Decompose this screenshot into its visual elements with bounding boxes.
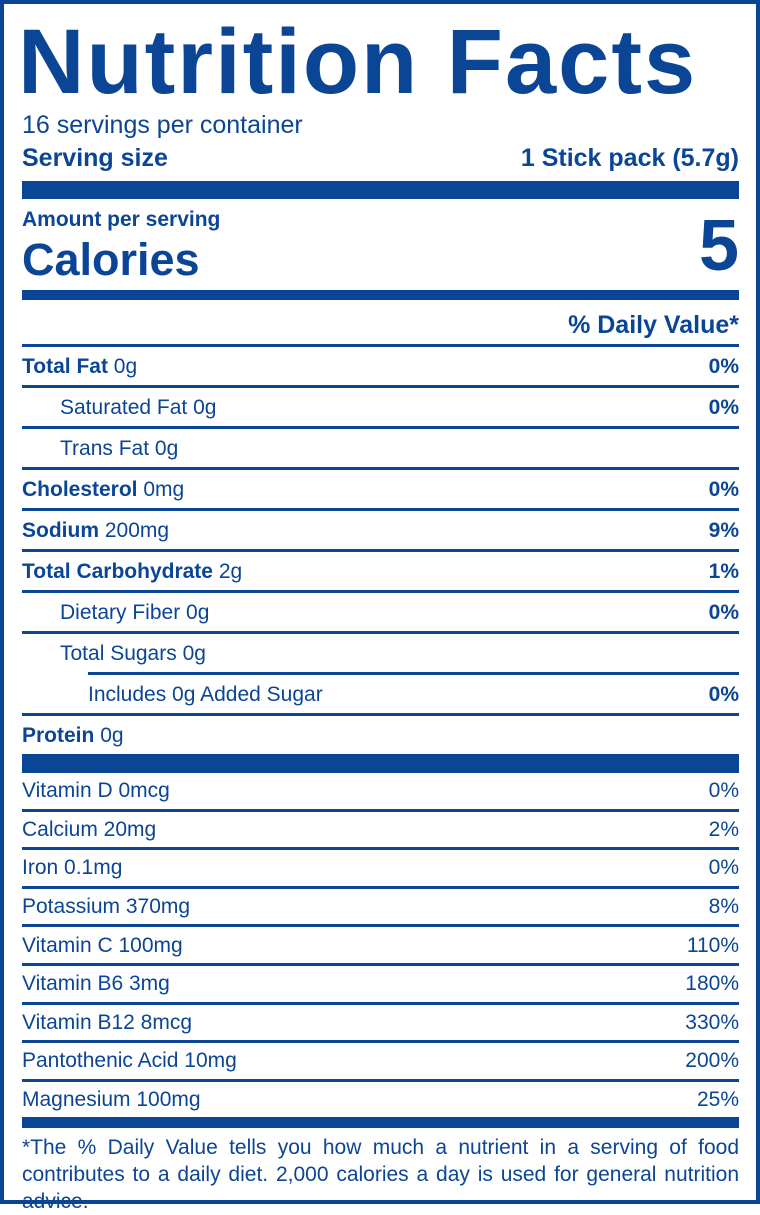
nutrient-dv: 0% — [708, 600, 739, 624]
vitamin-text: Vitamin C 100mg — [22, 933, 183, 957]
daily-value-header: % Daily Value* — [22, 300, 739, 347]
nutrient-dv: 0% — [708, 395, 739, 419]
nutrient-dv: 0% — [708, 477, 739, 501]
calories-value: 5 — [698, 206, 739, 286]
nutrient-name: Total Carbohydrate — [22, 559, 213, 583]
nutrient-row-total-fat: Total Fat 0g 0% — [22, 347, 739, 388]
vitamin-dv: 0% — [708, 856, 739, 880]
nutrient-row-added-sugar: Includes 0g Added Sugar 0% — [22, 675, 739, 716]
added-sugar-divider — [88, 672, 739, 675]
nutrient-name: Dietary Fiber — [60, 600, 181, 624]
serving-size-row: Serving size 1 Stick pack (5.7g) — [22, 146, 739, 171]
vitamin-text: Vitamin D 0mcg — [22, 779, 170, 803]
nutrient-dv: 0% — [708, 354, 739, 378]
vitamin-text: Potassium 370mg — [22, 895, 191, 919]
medium-divider — [22, 290, 739, 300]
serving-size-value: 1 Stick pack (5.7g) — [520, 144, 739, 172]
vitamin-row: Vitamin D 0mcg 0% — [22, 773, 739, 812]
nutrient-amount: 0mg — [143, 477, 185, 501]
nutrient-name: Cholesterol — [22, 477, 138, 501]
nutrient-dv: 9% — [708, 518, 739, 542]
nutrient-row-dietary-fiber: Dietary Fiber 0g 0% — [22, 593, 739, 634]
vitamin-text: Vitamin B6 3mg — [22, 972, 170, 996]
nutrient-name: Trans Fat — [60, 436, 150, 460]
calories-label: Calories — [22, 234, 200, 285]
vitamin-dv: 2% — [708, 817, 739, 841]
nutrient-row-protein: Protein 0g — [22, 716, 739, 754]
nutrient-name: Sodium — [22, 518, 99, 542]
footnote-divider — [22, 1117, 739, 1129]
nutrient-amount: 200mg — [104, 518, 170, 542]
vitamin-dv: 200% — [685, 1049, 739, 1073]
nutrient-amount: 0g — [113, 354, 138, 378]
vitamin-text: Pantothenic Acid 10mg — [22, 1049, 237, 1073]
thick-divider-vitamins — [22, 754, 739, 773]
daily-value-footnote: *The % Daily Value tells you how much a … — [22, 1136, 739, 1214]
vitamin-dv: 0% — [708, 779, 739, 803]
vitamin-dv: 110% — [686, 933, 739, 957]
nutrient-amount: 0g — [193, 395, 217, 419]
thick-divider — [22, 181, 739, 199]
nutrient-row-sodium: Sodium 200mg 9% — [22, 511, 739, 552]
nutrient-name: Protein — [22, 723, 95, 747]
amount-per-serving: Amount per serving — [22, 208, 221, 231]
vitamin-row: Vitamin C 100mg 110% — [22, 927, 739, 966]
label-title: Nutrition Facts — [18, 11, 698, 113]
nutrient-name: Total Sugars — [60, 641, 177, 665]
nutrient-dv: 0% — [708, 682, 739, 706]
nutrient-row-total-carbohydrate: Total Carbohydrate 2g 1% — [22, 552, 739, 593]
vitamin-row: Potassium 370mg 8% — [22, 889, 739, 928]
vitamin-text: Calcium 20mg — [22, 817, 157, 841]
vitamin-row: Calcium 20mg 2% — [22, 812, 739, 851]
nutrient-row-cholesterol: Cholesterol 0mg 0% — [22, 470, 739, 511]
vitamin-text: Magnesium 100mg — [22, 1088, 201, 1112]
nutrient-name: Includes 0g Added Sugar — [88, 682, 323, 706]
nutrient-dv: 1% — [708, 559, 739, 583]
vitamin-dv: 330% — [685, 1010, 739, 1034]
vitamin-text: Iron 0.1mg — [22, 856, 123, 880]
nutrient-amount: 0g — [154, 436, 179, 460]
nutrient-amount: 0g — [100, 723, 124, 747]
calories-row: Calories 5 — [22, 210, 739, 285]
nutrient-amount: 2g — [218, 559, 243, 583]
vitamin-dv: 8% — [708, 895, 739, 919]
nutrient-amount: 0g — [186, 600, 210, 624]
nutrient-row-saturated-fat: Saturated Fat 0g 0% — [22, 388, 739, 429]
nutrient-row-trans-fat: Trans Fat 0g — [22, 429, 739, 470]
vitamin-row: Vitamin B12 8mcg 330% — [22, 1005, 739, 1044]
vitamin-row: Iron 0.1mg 0% — [22, 850, 739, 889]
nutrient-name: Saturated Fat — [60, 395, 188, 419]
nutrient-name: Total Fat — [22, 354, 108, 378]
vitamin-row: Pantothenic Acid 10mg 200% — [22, 1043, 739, 1082]
serving-size-label: Serving size — [22, 144, 168, 172]
vitamin-row: Magnesium 100mg 25% — [22, 1082, 739, 1118]
vitamin-dv: 25% — [696, 1088, 739, 1112]
vitamin-dv: 180% — [685, 972, 739, 996]
vitamin-text: Vitamin B12 8mcg — [22, 1010, 193, 1034]
nutrient-amount: 0g — [182, 641, 206, 665]
nutrient-row-total-sugars: Total Sugars 0g — [22, 634, 739, 672]
vitamin-row: Vitamin B6 3mg 180% — [22, 966, 739, 1005]
servings-per-container: 16 servings per container — [22, 111, 303, 139]
